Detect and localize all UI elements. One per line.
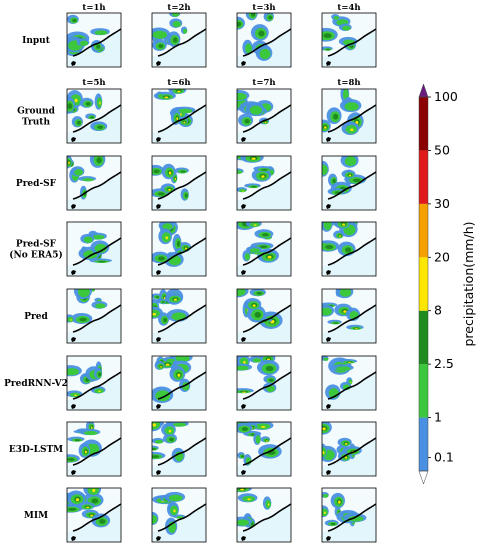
map-panel [236, 355, 292, 411]
map-panel [236, 12, 292, 68]
row-labels: Input Ground Truth Pred-SF Pred-SF (No ERA5) P… [4, 36, 68, 521]
map-panel [236, 421, 292, 477]
colorbar-segment [419, 150, 428, 204]
colorbar-tick-label: 20 [434, 249, 450, 264]
output-time-label: t=6h [167, 78, 190, 88]
map-panel [151, 487, 207, 543]
map-panel [151, 12, 207, 68]
map-panel [151, 355, 207, 411]
map-panel [321, 221, 377, 277]
colorbar-tick-label: 2.5 [434, 356, 454, 371]
colorbar-max-extend [418, 83, 429, 98]
map-panel [66, 355, 122, 411]
map-panel [321, 421, 377, 477]
row-label: Pred-SF [16, 179, 57, 189]
output-time-label: t=5h [82, 78, 105, 88]
map-panel [151, 88, 207, 144]
row-label: MIM [24, 511, 48, 521]
map-panel [66, 88, 122, 144]
map-panel [66, 12, 122, 68]
colorbar-tick-label: 100 [434, 89, 458, 104]
map-panel [66, 288, 122, 344]
panel-grid [66, 12, 377, 543]
map-panel [236, 288, 292, 344]
map-panel [151, 155, 207, 211]
colorbar-tick-label: 8 [434, 303, 442, 318]
map-panel [321, 88, 377, 144]
map-panel [66, 221, 122, 277]
colorbar-segment [419, 97, 428, 151]
input-time-labels: t=1h t=2h t=3h t=4h [82, 3, 360, 13]
map-panel [66, 155, 122, 211]
map-panel [236, 487, 292, 543]
map-panel [321, 355, 377, 411]
map-panel [321, 487, 377, 543]
row-label: Ground Truth [17, 107, 56, 128]
input-time-label: t=2h [167, 3, 190, 13]
colorbar-segment [419, 310, 428, 365]
map-panel [66, 421, 122, 477]
input-time-label: t=3h [252, 3, 275, 13]
colorbar-tick-label: 0.1 [434, 450, 454, 465]
input-time-label: t=1h [82, 3, 105, 13]
input-time-label: t=4h [337, 3, 360, 13]
map-panel [66, 487, 122, 543]
colorbar-tick-label: 1 [434, 410, 442, 425]
colorbar-min-extend [418, 470, 429, 485]
map-panel [321, 12, 377, 68]
map-panel [236, 88, 292, 144]
colorbar-segment [419, 364, 428, 418]
colorbar-segment [419, 203, 428, 258]
map-panel [321, 288, 377, 344]
map-panel [236, 155, 292, 211]
map-panel [321, 155, 377, 211]
colorbar-tick-label: 50 [434, 142, 450, 157]
colorbar-segment [419, 257, 428, 311]
row-label: Pred [24, 312, 48, 322]
row-label: Pred-SF (No ERA5) [9, 240, 62, 261]
row-label: PredRNN-V2 [4, 379, 68, 389]
colorbar-segment [419, 417, 428, 471]
map-panel [151, 221, 207, 277]
map-panel [151, 288, 207, 344]
output-time-labels: t=5h t=6h t=7h t=8h [82, 78, 360, 88]
row-label: Input [22, 36, 51, 46]
row-label: E3D-LSTM [9, 445, 63, 455]
colorbar-label: precipitation(mm/h) [461, 222, 476, 347]
output-time-label: t=8h [337, 78, 360, 88]
map-panel [151, 421, 207, 477]
map-panel [236, 221, 292, 277]
colorbar-tick-label: 30 [434, 196, 450, 211]
colorbar: 0.1 1 2.5 8 20 30 50 100 precipitation(mm/h) [418, 83, 476, 485]
output-time-label: t=7h [252, 78, 275, 88]
